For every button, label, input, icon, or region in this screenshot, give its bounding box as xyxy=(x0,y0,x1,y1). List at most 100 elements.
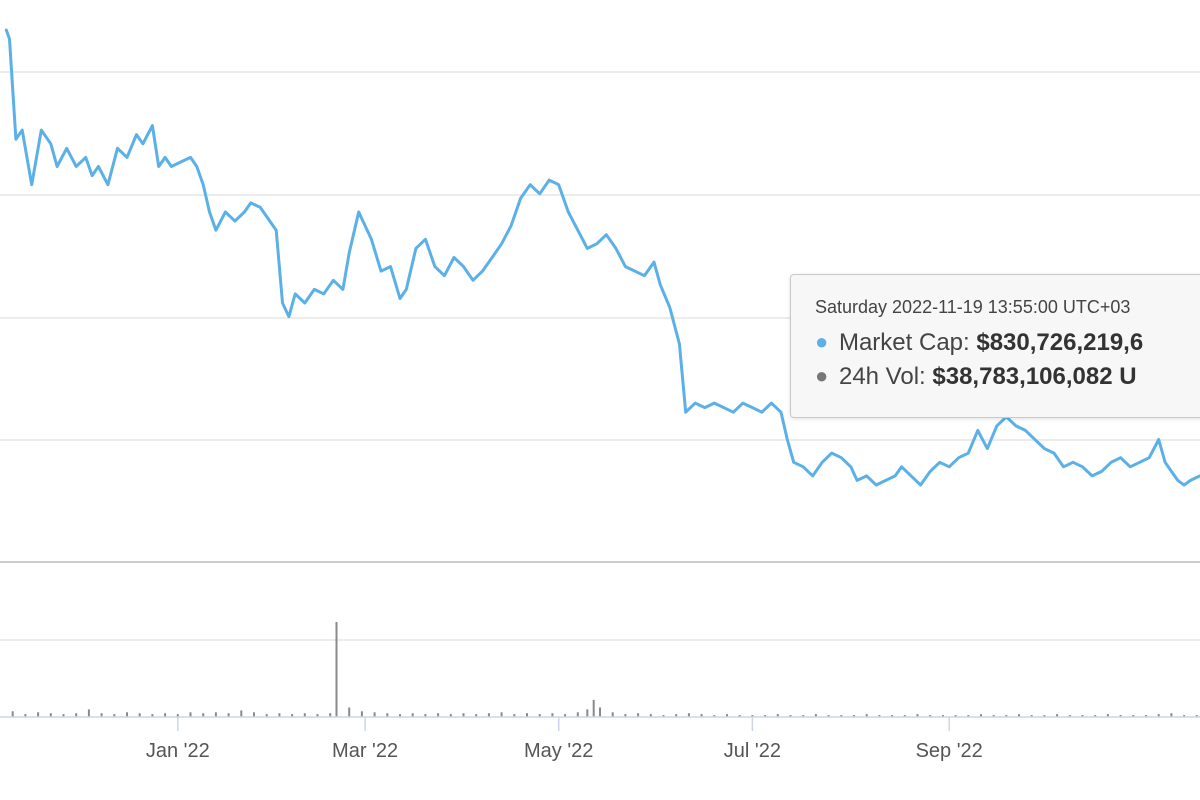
volume-bar xyxy=(1106,714,1109,717)
volume-bar xyxy=(814,714,817,717)
volume-bar xyxy=(138,713,141,717)
volume-bar xyxy=(649,714,652,717)
volume-bar xyxy=(662,715,665,717)
tooltip-market-cap-value: $830,726,219,6 xyxy=(976,329,1144,356)
volume-bar xyxy=(329,713,332,717)
volume-bar xyxy=(303,713,306,717)
volume-bar xyxy=(75,713,78,717)
volume-bar xyxy=(164,713,167,717)
volume-bar xyxy=(87,709,90,717)
volume-bar xyxy=(202,713,205,717)
volume-bar xyxy=(360,711,363,717)
volume-bar xyxy=(316,714,319,717)
volume-bar xyxy=(586,709,589,717)
volume-bar xyxy=(1056,714,1059,717)
volume-bar xyxy=(335,622,338,717)
volume-bar xyxy=(37,712,40,718)
x-axis-tick-label: Sep '22 xyxy=(916,740,983,762)
volume-bar xyxy=(1195,715,1198,717)
volume-bar xyxy=(865,714,868,717)
volume-bar xyxy=(599,707,601,717)
volume-bar xyxy=(437,713,440,717)
volume-bar xyxy=(449,714,452,717)
tooltip-date: Saturday 2022-11-19 13:55:00 UTC+03 xyxy=(815,297,1131,317)
volume-bar xyxy=(176,714,179,717)
volume-bar xyxy=(49,713,52,717)
volume-bar xyxy=(253,712,255,718)
volume-bar xyxy=(916,714,919,717)
volume-bar xyxy=(891,715,894,717)
market-cap-line[interactable] xyxy=(4,28,1200,487)
volume-bar xyxy=(751,715,754,717)
volume-bar xyxy=(265,714,268,717)
volume-bar xyxy=(100,713,103,717)
volume-bar xyxy=(348,707,351,717)
volume-dot-icon: ● xyxy=(815,363,829,388)
volume-bar xyxy=(240,710,243,718)
volume-bar xyxy=(1132,715,1135,717)
volume-bar xyxy=(526,713,528,717)
volume-bar xyxy=(126,712,128,718)
volume-bar xyxy=(929,715,932,717)
volume-bar xyxy=(827,715,830,717)
volume-bar xyxy=(675,714,678,717)
volume-bar xyxy=(1094,715,1097,717)
volume-bar xyxy=(411,713,414,717)
volume-bar xyxy=(687,713,690,717)
volume-bar xyxy=(789,715,792,717)
tooltip-volume-value: $38,783,106,082 U xyxy=(932,363,1137,390)
volume-bar xyxy=(373,712,376,718)
tooltip-volume-row: ● 24h Vol: $38,783,106,082 U xyxy=(815,360,1200,394)
x-axis-tick-label: Mar '22 xyxy=(332,740,398,762)
volume-bar xyxy=(611,712,614,718)
volume-bar xyxy=(624,714,627,717)
x-axis-tick-label: May '22 xyxy=(524,740,593,762)
x-axis: Jan '22 Mar '22 May '22 Jul '22 Sep '22 xyxy=(146,717,983,762)
gridlines xyxy=(0,71,1200,641)
volume-bar xyxy=(764,715,767,717)
volume-bar xyxy=(853,715,855,717)
volume-bar xyxy=(802,715,805,717)
volume-bar xyxy=(726,714,728,717)
volume-bar xyxy=(878,715,881,717)
volume-bar xyxy=(500,712,503,718)
volume-bar xyxy=(113,714,116,717)
volume-bar xyxy=(840,715,843,717)
volume-bar xyxy=(1043,715,1046,717)
volume-bar xyxy=(903,715,906,717)
tooltip-market-cap-row: ● Market Cap: $830,726,219,6 xyxy=(815,326,1200,360)
market-cap-dot-icon: ● xyxy=(815,329,829,354)
volume-bar xyxy=(62,714,65,717)
volume-bars xyxy=(11,622,1198,718)
volume-bar xyxy=(278,713,281,717)
volume-bar xyxy=(941,715,944,717)
x-axis-tick-label: Jan '22 xyxy=(146,740,210,762)
volume-bar xyxy=(214,712,217,718)
volume-bar xyxy=(551,713,554,717)
volume-bar xyxy=(291,714,294,717)
volume-bar xyxy=(487,713,490,717)
volume-bar xyxy=(992,715,995,717)
volume-bar xyxy=(538,714,541,717)
volume-bar xyxy=(1081,715,1084,717)
volume-bar xyxy=(1068,715,1071,717)
volume-bar xyxy=(1030,715,1033,717)
volume-bar xyxy=(980,714,982,717)
volume-bar xyxy=(386,713,389,717)
volume-bar xyxy=(424,714,427,717)
volume-bar xyxy=(776,714,779,717)
volume-bar xyxy=(954,715,957,717)
volume-bar xyxy=(713,715,716,717)
tooltip-volume-label: 24h Vol: xyxy=(838,363,926,390)
volume-bar xyxy=(967,715,970,717)
volume-bar xyxy=(592,699,595,717)
volume-bar xyxy=(227,713,230,717)
volume-bar xyxy=(576,712,579,718)
volume-bar xyxy=(738,715,741,717)
volume-bar xyxy=(11,711,14,717)
volume-bar xyxy=(637,713,640,717)
volume-bar xyxy=(1145,715,1147,717)
volume-bar xyxy=(1018,714,1020,717)
volume-bar xyxy=(1157,714,1160,717)
